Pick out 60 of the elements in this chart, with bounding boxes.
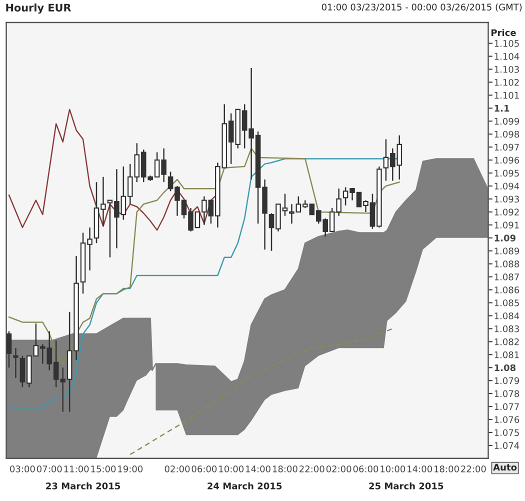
y-tick-label: 1.101 xyxy=(494,92,519,99)
candlestick xyxy=(6,330,12,368)
y-tick-label: 1.093 xyxy=(494,196,519,203)
y-tick-label: 1.077 xyxy=(494,403,519,410)
y-tick-label: 1.099 xyxy=(494,118,520,125)
y-tick-label: 1.079 xyxy=(494,377,520,384)
y-tick-label: 1.086 xyxy=(494,286,520,294)
line-series xyxy=(8,148,400,364)
x-tick-label: 03:00 xyxy=(10,466,35,472)
text: 24 March 2015 xyxy=(208,482,282,490)
y-tick-label: 1.102 xyxy=(494,78,519,86)
x-tick-label: 18:00 xyxy=(434,466,459,472)
y-tick-label: 1.095 xyxy=(494,170,519,177)
y-tick-label: 1.074 xyxy=(494,442,520,449)
y-tick-label: 1.103 xyxy=(494,66,519,73)
text: Auto xyxy=(493,464,517,471)
x-tick-label: 06:00 xyxy=(192,466,217,472)
x-tick-label: 22:00 xyxy=(461,466,486,472)
text: 23 March 2015 xyxy=(46,482,120,490)
y-tick-label: 1.091 xyxy=(494,222,519,228)
line-series xyxy=(130,328,394,456)
candlestick xyxy=(13,348,18,379)
y-tick-label: 1.094 xyxy=(494,182,520,190)
y-tick-label: 1.085 xyxy=(494,299,519,306)
x-tick-label: 02:00 xyxy=(164,466,190,472)
y-tick-label: 1.082 xyxy=(494,338,519,346)
y-tick-label: 1.097 xyxy=(494,144,519,151)
y-tick-label: 1.078 xyxy=(494,390,520,398)
y-tick-label: 1.105 xyxy=(494,40,519,47)
chart-subtitle: 01:00 03/23/2015 - 00:00 03/26/2015 (GMT) xyxy=(322,4,522,12)
x-tick-label: 06:00 xyxy=(353,466,378,472)
y-tick-label: 1.084 xyxy=(494,312,520,320)
chart-title: Hourly EUR xyxy=(6,4,72,14)
y-tick-label: 1.104 xyxy=(494,53,520,60)
x-tick-label: 10:00 xyxy=(380,466,406,472)
x-tick-label: 22:00 xyxy=(300,466,324,472)
y-tick-label: 1.098 xyxy=(494,130,520,138)
y-axis-title: Price xyxy=(491,29,516,36)
y-tick-label: 1.076 xyxy=(494,416,520,424)
x-tick-label: 19:00 xyxy=(118,466,143,472)
y-tick-label: 1.083 xyxy=(494,325,519,332)
y-tick-label: 1.081 xyxy=(494,351,519,358)
y-tick-label: 1.087 xyxy=(494,274,519,280)
text: 25 March 2015 xyxy=(369,482,444,490)
y-tick-label: 1.088 xyxy=(494,260,520,268)
x-tick-label: 11:00 xyxy=(64,466,89,472)
y-tick-label: 1.1 xyxy=(494,105,510,112)
y-tick-label: 1.092 xyxy=(494,208,519,216)
x-tick-label: 07:00 xyxy=(36,466,62,472)
x-tick-label: 15:00 xyxy=(91,466,116,472)
y-tick-label: 1.096 xyxy=(494,156,520,164)
x-tick-label: 02:00 xyxy=(326,466,352,472)
x-tick-label: 10:00 xyxy=(219,466,244,472)
y-tick-label: 1.075 xyxy=(494,429,519,436)
x-tick-label: 14:00 xyxy=(246,466,270,472)
y-tick-label: 1.089 xyxy=(494,248,520,254)
y-tick-label: 1.08 xyxy=(494,364,516,372)
y-tick-label: 1.09 xyxy=(494,234,516,242)
x-tick-label: 14:00 xyxy=(408,466,432,472)
x-tick-label: 18:00 xyxy=(272,466,298,472)
